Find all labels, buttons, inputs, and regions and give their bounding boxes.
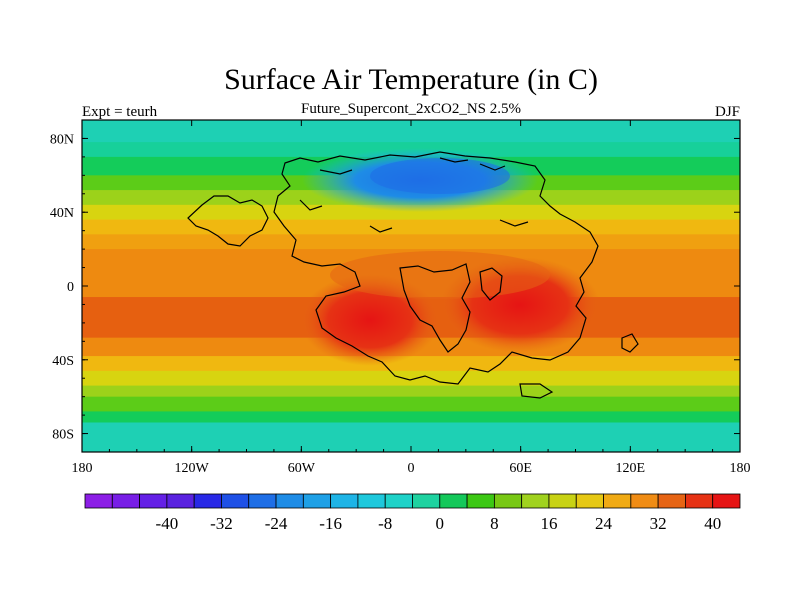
temperature-band — [82, 219, 740, 235]
colorbar-swatch — [685, 493, 714, 509]
temperature-band — [82, 120, 740, 143]
temperature-band — [82, 385, 740, 398]
colorbar-label: -40 — [156, 514, 179, 533]
cold-anomaly-core — [370, 158, 510, 194]
x-tick-label: 180 — [72, 461, 93, 476]
colorbar-label: 8 — [490, 514, 499, 533]
colorbar-label: 40 — [704, 514, 721, 533]
y-tick-label: 0 — [67, 280, 74, 295]
chart-title: Surface Air Temperature (in C) — [224, 63, 598, 96]
colorbar-label: -24 — [265, 514, 288, 533]
temperature-band — [82, 356, 740, 372]
colorbar-swatch — [657, 493, 686, 509]
x-tick-label: 120W — [175, 461, 210, 476]
x-tick-label: 60E — [509, 461, 532, 476]
colorbar-swatch — [493, 493, 523, 509]
colorbar: -40 -32 -24 -16 -8 0 8 16 24 32 40 — [84, 493, 741, 533]
y-tick-label: 80N — [50, 132, 74, 147]
colorbar-label: -32 — [210, 514, 233, 533]
experiment-label: Expt = teurh — [82, 104, 158, 120]
x-tick-label: 180 — [730, 461, 751, 476]
y-tick-label: 40N — [50, 206, 74, 221]
colorbar-swatch — [139, 493, 168, 509]
colorbar-label: -16 — [319, 514, 342, 533]
colorbar-label: 32 — [650, 514, 667, 533]
temperature-band — [82, 204, 740, 221]
x-tick-label: 0 — [408, 461, 415, 476]
colorbar-swatch — [603, 493, 632, 509]
y-tick-label: 80S — [52, 428, 74, 443]
colorbar-swatch — [275, 493, 304, 509]
warm-anomaly-center — [330, 251, 550, 299]
temperature-band — [82, 234, 740, 250]
x-tick-label: 120E — [616, 461, 646, 476]
temperature-band — [82, 411, 740, 424]
colorbar-swatch — [439, 493, 468, 509]
colorbar-swatch — [466, 493, 495, 509]
colorbar-swatch — [548, 493, 577, 509]
colorbar-swatch — [384, 493, 413, 509]
colorbar-label: 0 — [436, 514, 445, 533]
colorbar-label: -8 — [378, 514, 392, 533]
colorbar-swatch — [575, 493, 604, 509]
colorbar-swatch — [630, 493, 659, 509]
season-label: DJF — [715, 104, 740, 120]
colorbar-swatch — [330, 493, 359, 509]
colorbar-swatch — [166, 493, 195, 509]
colorbar-swatch — [111, 493, 140, 509]
colorbar-label: 24 — [595, 514, 613, 533]
y-tick-label: 40S — [52, 354, 74, 369]
chart-subtitle: Future_Supercont_2xCO2_NS 2.5% — [301, 101, 521, 117]
temperature-band — [82, 396, 740, 413]
colorbar-swatch — [248, 493, 277, 509]
colorbar-label: 16 — [540, 514, 557, 533]
colorbar-swatch — [521, 493, 550, 509]
y-axis: 80N 40N 0 40S 80S — [50, 132, 740, 443]
colorbar-swatch — [357, 493, 386, 509]
x-tick-label: 60W — [288, 461, 316, 476]
colorbar-swatch — [84, 493, 113, 509]
colorbar-swatch — [412, 493, 441, 509]
x-axis: 180 120W 60W 0 60E 120E 180 — [72, 120, 751, 476]
temperature-field — [82, 120, 740, 452]
temperature-band — [82, 370, 740, 387]
colorbar-swatch — [712, 493, 741, 509]
continent-outline — [187, 151, 639, 399]
colorbar-swatch — [221, 493, 250, 509]
colorbar-swatch — [193, 493, 222, 509]
colorbar-swatch — [302, 493, 332, 509]
